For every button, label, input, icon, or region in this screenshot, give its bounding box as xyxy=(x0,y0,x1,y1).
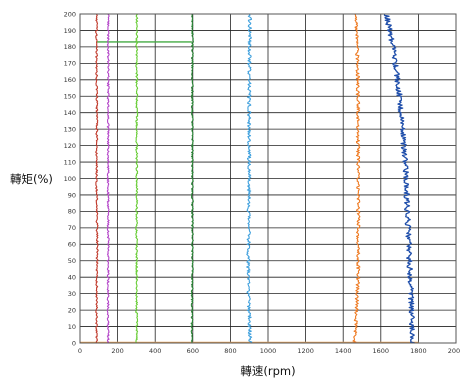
y-tick-label: 130 xyxy=(64,125,76,133)
y-tick-label: 40 xyxy=(68,274,76,282)
x-tick-label: 1600 xyxy=(373,347,390,355)
y-tick-label: 0 xyxy=(72,339,76,347)
y-tick-label: 30 xyxy=(68,290,76,298)
y-tick-label: 80 xyxy=(68,208,76,216)
x-tick-label: 1200 xyxy=(297,347,314,355)
plot-frame xyxy=(79,13,457,344)
y-tick-label: 170 xyxy=(64,60,76,68)
y-tick-label: 200 xyxy=(64,10,76,18)
y-tick-label: 70 xyxy=(68,224,76,232)
y-tick-label: 50 xyxy=(68,257,76,265)
series-6-line xyxy=(352,14,361,344)
x-tick-label: 400 xyxy=(149,347,161,355)
y-tick-label: 90 xyxy=(68,191,76,199)
y-tick-labels: 0 10 20 30 40 50 60 70 80 90 100 110 120 130 140 150 160… xyxy=(64,10,76,347)
x-tick-label: 1400 xyxy=(335,347,352,355)
y-tick-label: 10 xyxy=(68,323,76,331)
y-tick-label: 180 xyxy=(64,43,76,51)
series-3-line xyxy=(135,13,139,344)
series-1-line xyxy=(95,13,99,344)
y-tick-label: 100 xyxy=(64,175,76,183)
series-7-line xyxy=(383,14,416,344)
y-tick-label: 190 xyxy=(64,27,76,35)
y-tick-label: 60 xyxy=(68,241,76,249)
x-tick-label: 0 xyxy=(78,347,82,355)
series-4-line xyxy=(190,14,194,343)
x-tick-label: 1800 xyxy=(410,347,427,355)
series-5-line xyxy=(246,14,253,344)
y-tick-label: 20 xyxy=(68,306,76,314)
y-tick-label: 160 xyxy=(64,76,76,84)
y-axis-title: 轉矩(%) xyxy=(10,172,53,186)
y-tick-label: 150 xyxy=(64,93,76,101)
x-tick-label: 800 xyxy=(224,347,236,355)
y-tick-label: 110 xyxy=(64,158,76,166)
x-tick-label: 600 xyxy=(187,347,199,355)
series-2-line xyxy=(106,13,110,344)
y-tick-label: 120 xyxy=(64,142,76,150)
series-lines xyxy=(80,13,419,344)
y-tick-label: 140 xyxy=(64,109,76,117)
x-tick-label: 1000 xyxy=(260,347,277,355)
x-tick-label: 200 xyxy=(111,347,123,355)
x-axis-title: 轉速(rpm) xyxy=(240,364,295,378)
